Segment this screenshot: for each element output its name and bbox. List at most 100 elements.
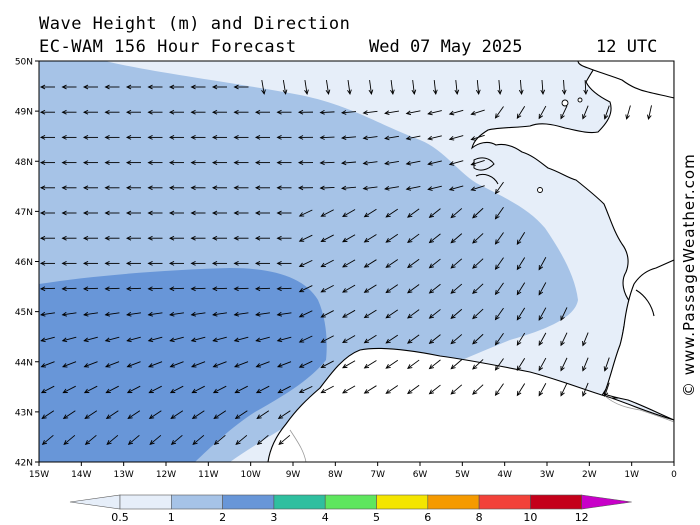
- direction-arrow: [148, 385, 162, 394]
- lon-tick-label: 0: [671, 470, 677, 480]
- lon-tick-label: 8W: [328, 470, 343, 480]
- direction-arrow: [84, 434, 97, 445]
- wave-height-legend: 0.5 1 2 3 4 5 6 8 10 12: [69, 494, 632, 524]
- direction-arrow: [190, 135, 206, 140]
- lat-tick-label: 47N: [15, 208, 33, 218]
- direction-arrow: [363, 309, 377, 319]
- direction-arrow: [233, 336, 249, 343]
- direction-arrow: [494, 333, 504, 346]
- legend-tick-label: 1: [168, 511, 175, 524]
- direction-arrow: [105, 410, 119, 420]
- direction-arrow: [298, 259, 313, 267]
- direction-arrow: [407, 258, 420, 269]
- direction-arrow: [340, 185, 357, 191]
- direction-arrow: [168, 109, 184, 115]
- lat-tick-label: 50N: [15, 58, 33, 68]
- direction-arrow: [61, 84, 77, 90]
- direction-arrow: [494, 383, 504, 396]
- direction-arrow: [583, 79, 589, 96]
- direction-arrow: [148, 361, 163, 368]
- direction-arrow: [190, 109, 206, 115]
- direction-arrow: [39, 261, 55, 266]
- direction-arrow: [538, 383, 547, 397]
- direction-arrow: [234, 361, 249, 368]
- direction-arrow: [126, 385, 141, 394]
- coast-gironde: [635, 289, 655, 317]
- direction-arrow: [255, 385, 270, 394]
- direction-arrow: [472, 283, 484, 295]
- direction-arrow: [168, 84, 184, 90]
- longitude-axis: 15W 14W 13W 12W 11W 10W 9W 8W 7W 6W 5W 4W 3W 2W 1W 0: [29, 462, 677, 480]
- direction-arrow: [385, 385, 399, 394]
- legend-swatch: [478, 494, 531, 510]
- direction-arrow: [127, 434, 140, 445]
- direction-arrow: [234, 385, 248, 394]
- direction-arrow: [61, 311, 77, 317]
- direction-arrow: [428, 258, 441, 269]
- direction-arrow: [298, 234, 313, 242]
- direction-arrow: [560, 357, 568, 372]
- legend-tick-label: 10: [523, 511, 537, 524]
- island: [537, 187, 543, 193]
- direction-arrow: [384, 160, 399, 166]
- direction-arrow: [538, 357, 547, 372]
- direction-arrow: [255, 336, 270, 343]
- direction-arrow: [448, 135, 464, 141]
- direction-arrow: [405, 135, 421, 141]
- lon-tick-label: 15W: [29, 470, 49, 480]
- direction-arrow: [147, 210, 163, 216]
- direction-arrow: [298, 310, 313, 318]
- direction-arrow: [277, 410, 291, 420]
- direction-arrow: [362, 160, 378, 166]
- direction-arrow: [83, 336, 98, 343]
- model-label: EC-WAM 156 Hour Forecast: [39, 37, 297, 57]
- direction-arrow: [61, 109, 77, 115]
- direction-arrow: [106, 434, 119, 445]
- direction-arrow: [276, 286, 292, 292]
- direction-arrow: [276, 311, 292, 317]
- direction-arrow: [276, 185, 292, 191]
- direction-arrow: [82, 286, 99, 292]
- direction-arrow: [472, 384, 484, 395]
- direction-arrow: [385, 259, 399, 268]
- legend-tick-label: 5: [373, 511, 380, 524]
- direction-arrow: [170, 434, 183, 445]
- direction-arrow: [169, 361, 184, 368]
- direction-arrow: [190, 311, 206, 317]
- direction-arrow: [407, 233, 420, 243]
- direction-arrow: [211, 135, 227, 140]
- direction-arrow: [233, 311, 249, 317]
- direction-arrow: [276, 261, 292, 266]
- direction-arrow: [40, 361, 55, 368]
- direction-arrow: [362, 110, 378, 115]
- coast-brest: [473, 157, 499, 185]
- direction-arrow: [254, 235, 270, 241]
- lat-tick-label: 43N: [15, 408, 33, 418]
- direction-arrow: [233, 84, 249, 90]
- lon-tick-label: 11W: [198, 470, 218, 480]
- direction-arrow: [147, 311, 163, 317]
- direction-arrow: [61, 210, 77, 216]
- latitude-axis: 50N 49N 48N 47N 46N 45N 44N 43N 42N: [15, 58, 39, 469]
- direction-arrow: [340, 110, 357, 115]
- direction-arrow: [213, 434, 226, 445]
- direction-arrow: [125, 84, 141, 90]
- direction-arrow: [560, 332, 568, 347]
- lon-tick-label: 3W: [540, 470, 555, 480]
- direction-arrow: [61, 135, 77, 140]
- direction-arrow: [538, 307, 547, 321]
- direction-arrow: [213, 410, 227, 420]
- direction-arrow: [304, 80, 309, 95]
- direction-arrow: [319, 185, 335, 191]
- direction-arrow: [298, 385, 313, 393]
- direction-arrow: [319, 135, 335, 140]
- direction-arrow: [168, 235, 184, 241]
- direction-arrow: [190, 84, 206, 90]
- direction-arrow: [261, 80, 266, 95]
- direction-arrow: [83, 385, 98, 394]
- direction-arrow: [450, 334, 463, 345]
- direction-arrow: [61, 235, 77, 241]
- direction-arrow: [538, 282, 547, 296]
- direction-arrow: [516, 257, 526, 271]
